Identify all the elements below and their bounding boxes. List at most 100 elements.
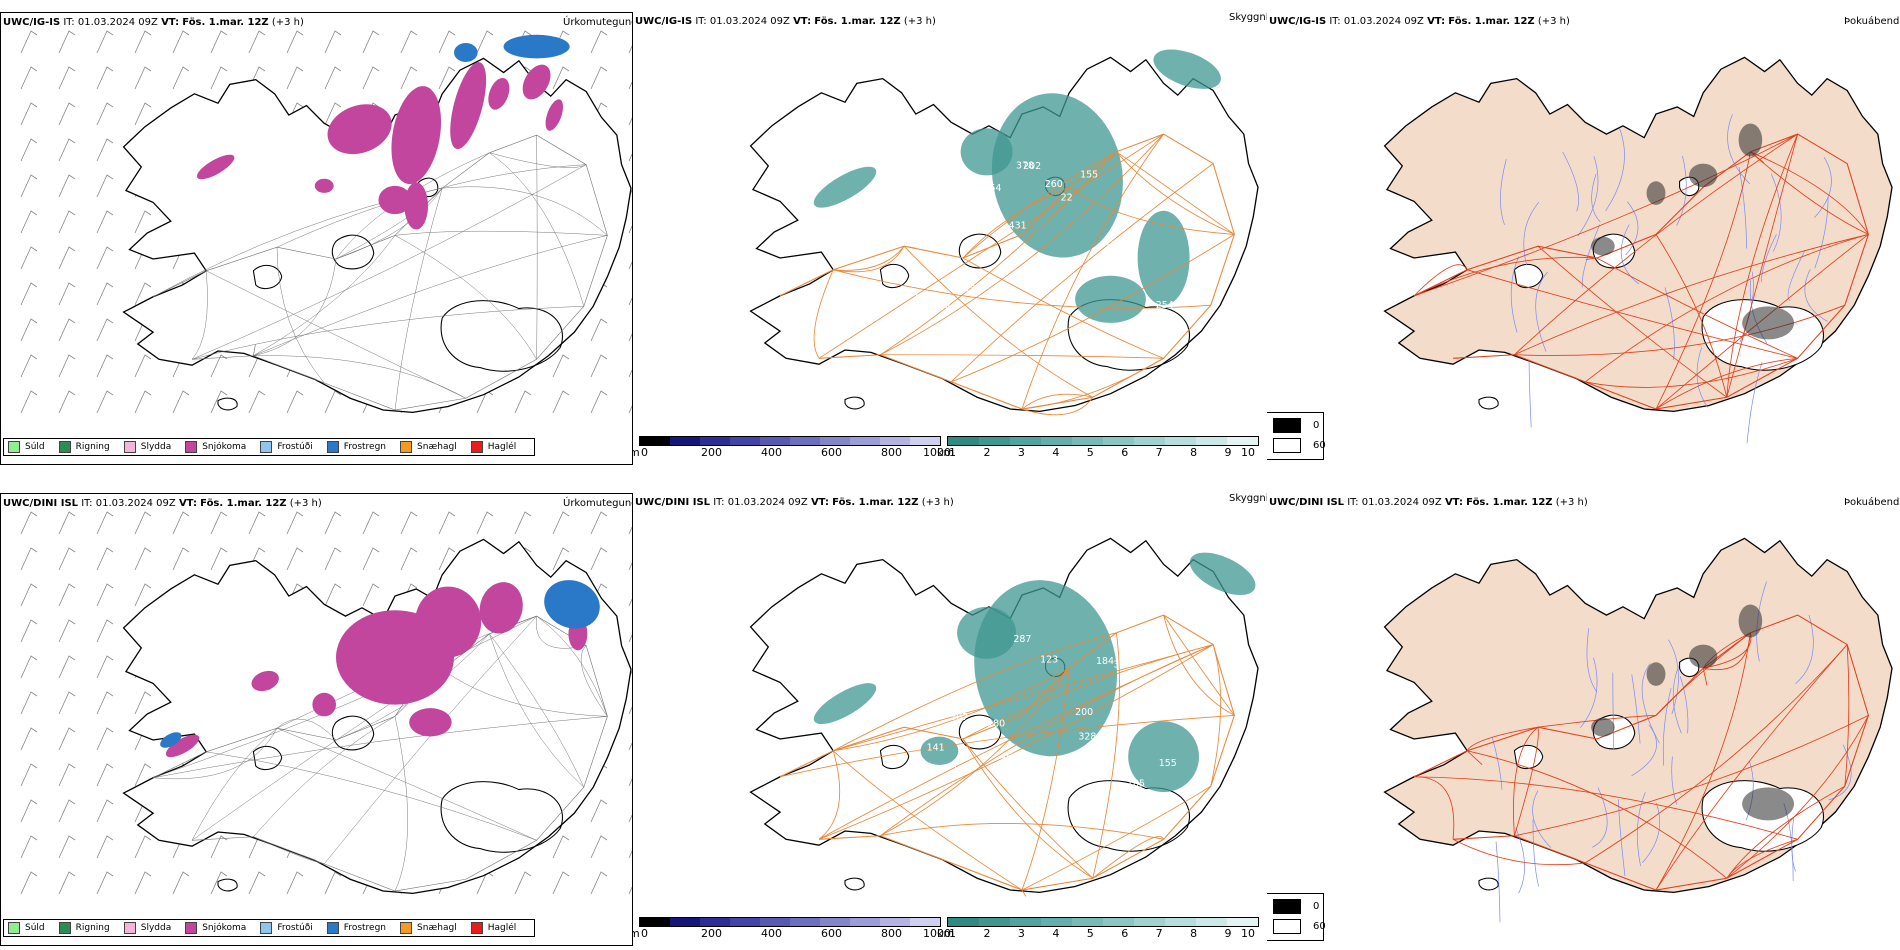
visibility-title-bottom: Skyggni	[1229, 493, 1267, 504]
road	[903, 245, 916, 249]
road	[324, 615, 537, 865]
road	[1068, 186, 1235, 235]
precip-area	[1738, 604, 1763, 638]
precip-area	[813, 683, 877, 725]
colorbar-segment	[700, 437, 730, 445]
colorbar-segment	[1134, 437, 1165, 445]
iceland-map	[1383, 56, 1893, 444]
glacier-outline	[440, 300, 563, 372]
colorbar-segment	[790, 437, 820, 445]
precip-title-top: Úrkomutegund	[563, 17, 633, 28]
elevation-label: 460	[1000, 752, 1018, 763]
legend-item: Frostúði	[260, 441, 313, 453]
precip-area	[1591, 717, 1615, 737]
glacier-outline	[1478, 877, 1499, 891]
colorbar-segment	[880, 918, 910, 926]
legend-swatch	[260, 441, 273, 453]
road	[253, 235, 396, 356]
colorbar-tick: 7	[1155, 927, 1163, 940]
legend-label: Frostregn	[343, 923, 387, 933]
road	[1584, 233, 1869, 383]
fog-legend-row: 60	[1273, 919, 1326, 934]
colorbar-segment	[1072, 918, 1103, 926]
precip-panel-bottom: UWC/DINI ISL IT: 01.03.2024 09Z VT: Fös.…	[0, 493, 633, 946]
road	[903, 245, 1094, 398]
elevation-label: 260	[1045, 179, 1063, 190]
elevation-label: 431	[1009, 221, 1027, 232]
precip-area	[813, 166, 877, 208]
road	[1092, 632, 1120, 879]
precip-area	[1742, 787, 1795, 821]
fog-legend-swatch	[1273, 899, 1301, 914]
fog-legend-label: 60	[1313, 440, 1326, 451]
road	[833, 667, 1070, 752]
road	[833, 632, 1117, 752]
glacier-outline	[1067, 780, 1190, 852]
road	[191, 164, 587, 360]
colorbar-segment	[1010, 437, 1041, 445]
colorbar-tick: 9	[1224, 927, 1232, 940]
legend-item: Slydda	[123, 441, 171, 453]
visibility-panel-top: 254 326 357 431 155 69 378 260 17 54 20 153 202 22 13 …	[633, 12, 1267, 465]
colorbar-tick: 600	[821, 927, 842, 940]
colorbar-unit: km	[937, 446, 955, 459]
elevation-labels: 254 326 357 431 155 69 378 260 17 54 20 153 202 22 13	[912, 152, 1178, 313]
precip-area	[1075, 275, 1146, 323]
road	[962, 257, 1164, 359]
road	[253, 235, 608, 356]
legend-item: Haglél	[470, 922, 516, 934]
row1-header: UWC/IG-IS IT: 01.03.2024 09Z VT: Fös. 1.…	[3, 17, 304, 28]
colorbar-tick: 10	[1241, 927, 1255, 940]
legend-swatch	[123, 922, 136, 934]
colorbar-tick: 8	[1190, 446, 1198, 459]
road	[1163, 614, 1235, 716]
elevation-label: 155	[1080, 170, 1098, 181]
river	[1532, 819, 1540, 887]
glacier-outline	[217, 397, 238, 411]
elevation-label: 287	[1013, 634, 1031, 645]
colorbar-segment	[850, 918, 880, 926]
elevation-label: 121	[1144, 792, 1162, 803]
road	[1021, 889, 1027, 897]
visibility-map-top: 254 326 357 431 155 69 378 260 17 54 20 153 202 22 13	[749, 49, 1259, 416]
road	[1655, 644, 1848, 891]
precip-area	[1742, 306, 1795, 340]
glacier-outline	[844, 877, 865, 891]
colorbar-segment	[1103, 918, 1134, 926]
precip-area	[545, 99, 564, 131]
glacier-outline	[331, 715, 375, 751]
precip-area	[1137, 210, 1190, 306]
iceland-map: 254 326 357 431 155 69 378 260 17 54 20 153 202 22 13	[749, 49, 1259, 416]
road	[1452, 838, 1586, 866]
glacier-outline	[958, 233, 1002, 269]
road	[1655, 357, 1798, 410]
colorbar-segment	[979, 437, 1010, 445]
legend-item: Frostúði	[260, 922, 313, 934]
legend-swatch	[470, 441, 483, 453]
road	[489, 633, 584, 788]
precip-area	[1591, 236, 1615, 256]
river	[1746, 362, 1763, 444]
legend-label: Frostúði	[277, 442, 313, 452]
river	[1770, 173, 1782, 252]
colorbar-segment	[910, 918, 940, 926]
precip-map-bottom	[20, 511, 632, 895]
precip-area	[920, 736, 959, 765]
road	[1116, 151, 1235, 235]
legend-swatch	[400, 922, 413, 934]
glacier-outline	[252, 264, 283, 290]
legend-item: Snæhagl	[400, 441, 457, 453]
elevation-label: 357	[1160, 152, 1178, 163]
elevation-label: 69	[938, 303, 950, 314]
road	[1514, 715, 1869, 837]
road	[191, 270, 208, 360]
row1-header-fog: UWC/IG-IS IT: 01.03.2024 09Z VT: Fös. 1.…	[1269, 16, 1570, 27]
legend-item: Rigning	[58, 441, 110, 453]
road	[880, 151, 1117, 356]
legend-label: Rigning	[75, 923, 110, 933]
colorbar-tick: 5	[1086, 927, 1094, 940]
road	[153, 716, 608, 778]
road	[818, 644, 1214, 840]
road	[880, 823, 1164, 840]
road	[1414, 776, 1798, 840]
